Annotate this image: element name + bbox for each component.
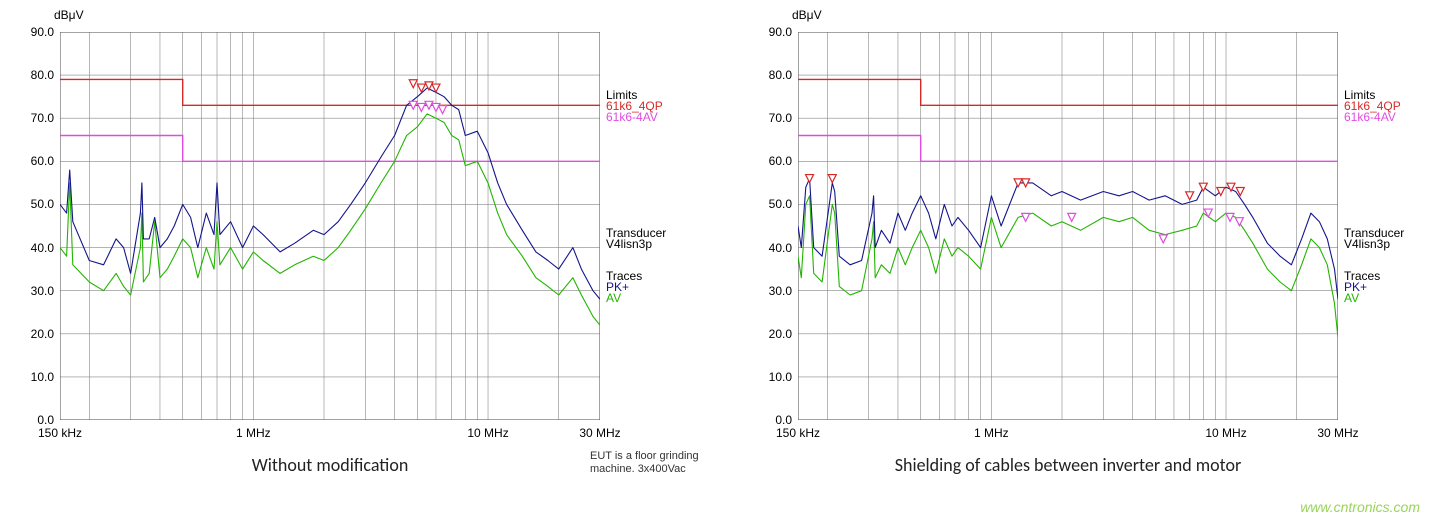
y-tick-label: 50.0 [24, 197, 54, 211]
marker-pink [1226, 213, 1234, 221]
y-tick-label: 30.0 [24, 284, 54, 298]
x-tick-label: 10 MHz [1205, 426, 1246, 440]
trace-pk [798, 179, 1338, 300]
side-label-trace-av: AV [606, 291, 621, 305]
y-tick-label: 50.0 [762, 197, 792, 211]
marker-pink [1022, 213, 1030, 221]
y-tick-label: 40.0 [762, 241, 792, 255]
y-axis-label: dBμV [792, 8, 822, 22]
marker-red [1186, 192, 1194, 200]
y-tick-label: 0.0 [762, 413, 792, 427]
y-tick-label: 70.0 [24, 111, 54, 125]
marker-red [828, 175, 836, 183]
limit-line-qp [798, 79, 1338, 105]
y-tick-label: 20.0 [762, 327, 792, 341]
limit-line-av [60, 136, 600, 162]
y-tick-label: 10.0 [762, 370, 792, 384]
side-label-limit-av: 61k6-4AV [1344, 110, 1396, 124]
x-tick-label: 10 MHz [467, 426, 508, 440]
trace-av [60, 114, 600, 325]
y-tick-label: 40.0 [24, 241, 54, 255]
side-label-trace-av: AV [1344, 291, 1359, 305]
y-axis-label: dBμV [54, 8, 84, 22]
y-tick-label: 10.0 [24, 370, 54, 384]
marker-red [1227, 183, 1235, 191]
y-tick-label: 70.0 [762, 111, 792, 125]
trace-pk [60, 88, 600, 299]
y-tick-label: 60.0 [762, 154, 792, 168]
watermark: www.cntronics.com [1300, 499, 1420, 515]
y-tick-label: 30.0 [762, 284, 792, 298]
chart-panel-1: dBμV 0.0 10.0 20.0 30.0 40.0 50.0 60.0 70.0 80.0 9… [750, 6, 1420, 474]
marker-pink [432, 103, 440, 111]
plot-area [60, 32, 600, 420]
marker-pink [417, 103, 425, 111]
marker-pink [1235, 218, 1243, 226]
marker-pink [1204, 209, 1212, 217]
side-label-transducer-value: V4lisn3p [1344, 237, 1390, 251]
marker-pink [1068, 213, 1076, 221]
x-tick-label: 150 kHz [38, 426, 82, 440]
marker-pink [439, 106, 447, 114]
y-tick-label: 90.0 [762, 25, 792, 39]
y-tick-label: 90.0 [24, 25, 54, 39]
marker-pink [1159, 235, 1167, 243]
limit-line-qp [60, 79, 600, 105]
side-label-limit-av: 61k6-4AV [606, 110, 658, 124]
y-tick-label: 20.0 [24, 327, 54, 341]
x-tick-label: 1 MHz [236, 426, 271, 440]
y-tick-label: 60.0 [24, 154, 54, 168]
y-tick-label: 80.0 [24, 68, 54, 82]
chart-caption: Without modification [60, 454, 600, 476]
marker-red [409, 80, 417, 88]
chart-panel-0: dBμV 0.0 10.0 20.0 30.0 40.0 50.0 60.0 70.0 80.0 9… [12, 6, 682, 474]
x-tick-label: 30 MHz [579, 426, 620, 440]
x-tick-label: 1 MHz [974, 426, 1009, 440]
chart-note: EUT is a floor grinding machine. 3x400Va… [590, 450, 720, 476]
marker-red [806, 175, 814, 183]
y-tick-label: 80.0 [762, 68, 792, 82]
trace-av [798, 196, 1338, 338]
limit-line-av [798, 136, 1338, 162]
x-tick-label: 150 kHz [776, 426, 820, 440]
marker-red [1199, 183, 1207, 191]
side-label-transducer-value: V4lisn3p [606, 237, 652, 251]
x-tick-label: 30 MHz [1317, 426, 1358, 440]
plot-area [798, 32, 1338, 420]
chart-caption: Shielding of cables between inverter and… [798, 454, 1338, 476]
y-tick-label: 0.0 [24, 413, 54, 427]
